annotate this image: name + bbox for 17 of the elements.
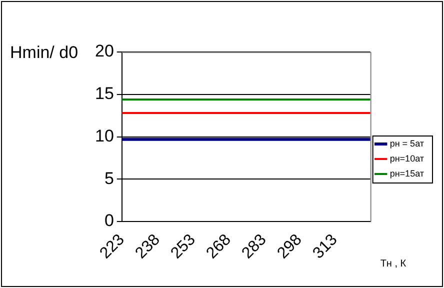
x-tick-label: 313 — [310, 231, 341, 262]
legend-label: pн = 5ат — [390, 138, 424, 148]
x-axis-title: Tн , К — [380, 258, 406, 270]
y-tick-label: 0 — [104, 211, 114, 230]
legend-label: pн=15ат — [390, 168, 424, 178]
y-axis-title: Hmin/ d0 — [10, 43, 78, 62]
x-tick-label: 238 — [132, 231, 164, 262]
x-tick-label: 268 — [203, 231, 234, 262]
x-tick-label: 253 — [168, 231, 199, 262]
y-tick-label: 10 — [94, 126, 114, 146]
y-tick-label: 20 — [94, 42, 114, 61]
y-tick-label: 5 — [104, 168, 114, 188]
x-tick-label: 298 — [274, 231, 306, 262]
legend-label: pн=10ат — [390, 153, 424, 164]
x-tick-label: 283 — [238, 231, 270, 262]
x-tick-label: 223 — [96, 231, 128, 262]
y-tick-label: 15 — [94, 84, 114, 104]
